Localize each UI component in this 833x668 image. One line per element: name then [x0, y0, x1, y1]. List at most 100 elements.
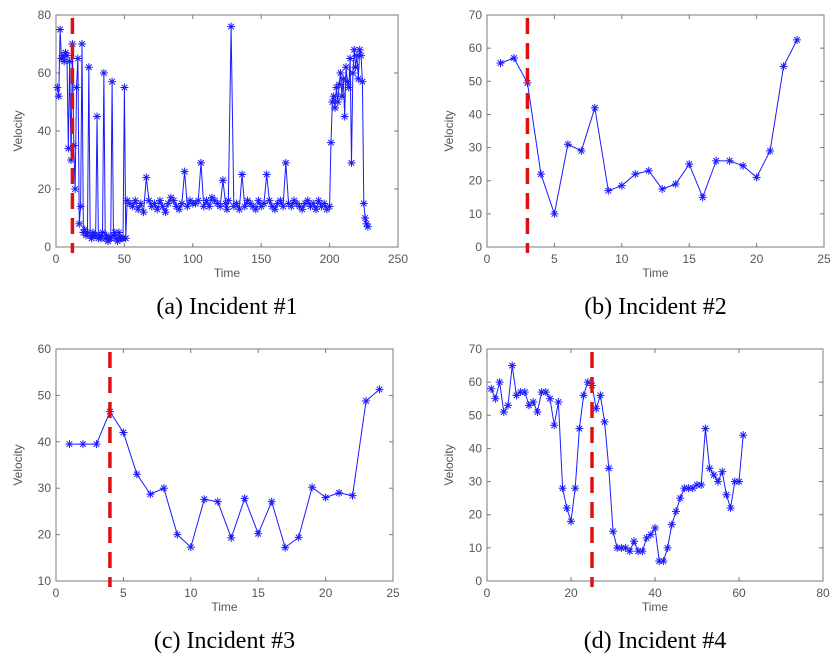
- chart-d-xtick-label-2: 40: [648, 586, 662, 600]
- chart-b-ytick-label-7: 70: [469, 8, 483, 22]
- chart-d-point-13: [542, 388, 550, 396]
- chart-b-ytick-label-0: 0: [475, 240, 482, 254]
- chart-b-ylabel: Velocity: [442, 110, 456, 151]
- chart-b-xtick-label-5: 25: [817, 252, 831, 266]
- chart-a-point-13: [71, 185, 79, 193]
- caption-b: (b) Incident #2: [487, 294, 824, 321]
- chart-a-ylabel: Velocity: [11, 110, 25, 151]
- chart-c-point-5: [133, 470, 141, 478]
- chart-a-point-141: [346, 55, 354, 63]
- chart-d-point-51: [701, 425, 709, 433]
- chart-d-point-5: [508, 362, 516, 370]
- chart-c-point-10: [200, 495, 208, 503]
- chart-c: 0 5 10 15 20 25102030405060TimeVelocity: [0, 334, 416, 624]
- chart-d-ytick-label-0: 0: [475, 574, 482, 588]
- chart-d-point-28: [605, 464, 613, 472]
- caption-d: (d) Incident #4: [487, 628, 823, 655]
- chart-d-point-34: [630, 537, 638, 545]
- chart-d-point-19: [567, 517, 575, 525]
- chart-d-point-10: [529, 398, 537, 406]
- chart-c-point-7: [160, 484, 168, 492]
- chart-c-point-20: [335, 489, 343, 497]
- chart-c-ylabel: Velocity: [11, 444, 25, 485]
- chart-d-point-52: [706, 464, 714, 472]
- caption-a: (a) Incident #1: [56, 294, 398, 321]
- chart-d-point-8: [521, 388, 529, 396]
- chart-d-xtick-label-1: 20: [564, 586, 578, 600]
- chart-a-point-145: [352, 63, 360, 71]
- chart-a-point-90: [227, 23, 235, 31]
- chart-d-ylabel: Velocity: [442, 444, 456, 485]
- chart-d-ytick-label-2: 20: [469, 508, 483, 522]
- chart-d-point-1: [491, 395, 499, 403]
- chart-d-point-0: [487, 385, 495, 393]
- chart-d-point-59: [735, 478, 743, 486]
- chart-d-point-3: [500, 408, 508, 416]
- chart-b-xtick-label-4: 20: [750, 252, 764, 266]
- chart-d-point-53: [710, 471, 718, 479]
- chart-c-point-1: [79, 440, 87, 448]
- chart-b-point-9: [618, 182, 626, 190]
- chart-b-point-6: [577, 147, 585, 155]
- chart-b-point-5: [564, 140, 572, 148]
- chart-a-ytick-label-3: 60: [38, 66, 52, 80]
- chart-b-ytick-label-6: 60: [469, 41, 483, 55]
- chart-d-ytick-label-7: 70: [469, 342, 483, 356]
- chart-d-point-29: [609, 527, 617, 535]
- chart-d-ytick-label-3: 30: [469, 475, 483, 489]
- chart-c-point-15: [268, 498, 276, 506]
- chart-b: 0 5 10 15 20 25010203040506070TimeVelocity: [416, 0, 833, 290]
- chart-c-point-0: [65, 440, 73, 448]
- chart-a-point-86: [219, 176, 227, 184]
- chart-b-ytick-label-5: 50: [469, 74, 483, 88]
- chart-d-point-55: [718, 468, 726, 476]
- chart-b-xtick-label-1: 5: [551, 252, 558, 266]
- chart-d-point-50: [697, 481, 705, 489]
- chart-d-point-33: [626, 547, 634, 555]
- chart-a-xlabel: Time: [214, 266, 241, 280]
- chart-d-point-20: [571, 484, 579, 492]
- chart-a-point-49: [120, 84, 128, 92]
- chart-a-xtick-label-5: 250: [388, 252, 408, 266]
- chart-a-point-151: [360, 200, 368, 208]
- chart-a-point-132: [334, 98, 342, 106]
- chart-c-ytick-label-2: 30: [38, 481, 52, 495]
- chart-b-ytick-label-3: 30: [469, 141, 483, 155]
- chart-b-ytick-label-1: 10: [469, 207, 483, 221]
- chart-c-ytick-label-4: 50: [38, 388, 52, 402]
- chart-c-xtick-label-5: 25: [386, 586, 400, 600]
- chart-c-xlabel: Time: [211, 600, 238, 614]
- chart-b-ytick-label-4: 40: [469, 107, 483, 121]
- chart-c-ytick-label-1: 20: [38, 528, 52, 542]
- chart-a-point-137: [341, 113, 349, 121]
- chart-d-point-60: [739, 431, 747, 439]
- chart-c-plot-frame: [56, 349, 393, 581]
- chart-d-ytick-label-5: 50: [469, 408, 483, 422]
- chart-a-ytick-label-2: 40: [38, 124, 52, 138]
- chart-d-point-2: [496, 378, 504, 386]
- chart-a-xtick-label-1: 50: [118, 252, 132, 266]
- chart-a-point-88: [223, 205, 231, 213]
- chart-d-xtick-label-3: 60: [732, 586, 746, 600]
- chart-d-xtick-label-0: 0: [484, 586, 491, 600]
- chart-c-point-21: [349, 492, 357, 500]
- chart-a-xtick-label-0: 0: [53, 252, 60, 266]
- chart-d-point-15: [550, 421, 558, 429]
- chart-c-xtick-label-4: 20: [319, 586, 333, 600]
- chart-b-xtick-label-0: 0: [484, 252, 491, 266]
- chart-c-xtick-label-1: 5: [120, 586, 127, 600]
- chart-c-ytick-label-5: 60: [38, 342, 52, 356]
- chart-d-xlabel: Time: [642, 600, 669, 614]
- chart-d-ytick-label-1: 10: [469, 541, 483, 555]
- chart-a-point-57: [140, 208, 148, 216]
- chart-a-point-94: [238, 171, 246, 179]
- chart-a-ytick-label-4: 80: [38, 8, 52, 22]
- chart-d-point-39: [651, 524, 659, 532]
- chart-d-ytick-label-4: 40: [469, 441, 483, 455]
- chart-d-point-4: [504, 401, 512, 409]
- chart-a-point-154: [364, 223, 372, 231]
- chart-c-ytick-label-0: 10: [38, 574, 52, 588]
- chart-c-point-18: [308, 483, 316, 491]
- chart-c-point-9: [187, 543, 195, 551]
- chart-d-point-56: [722, 491, 730, 499]
